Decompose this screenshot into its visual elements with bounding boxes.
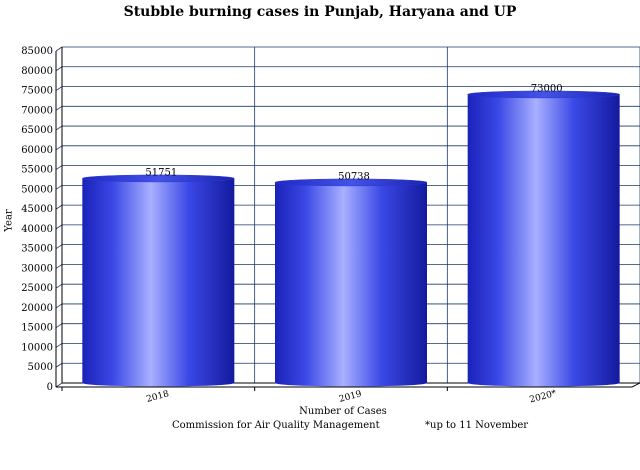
bar-base bbox=[467, 379, 620, 387]
y-tick-label: 85000 bbox=[21, 46, 53, 57]
gridline-depth-10000 bbox=[55, 343, 63, 348]
gridline-depth-70000 bbox=[55, 105, 63, 111]
y-tick-label: 55000 bbox=[21, 165, 53, 176]
y-tick-label: 0 bbox=[47, 382, 53, 393]
x-tick-label: 2018 bbox=[145, 389, 170, 405]
gridline-depth-65000 bbox=[55, 125, 63, 131]
y-tick-label: 15000 bbox=[21, 323, 53, 334]
bar-2019 bbox=[274, 178, 428, 387]
y-tick-label: 40000 bbox=[21, 224, 53, 235]
y-tick-label: 50000 bbox=[21, 184, 53, 195]
footnote: *up to 11 November bbox=[425, 420, 529, 431]
data-label-2019: 50738 bbox=[338, 171, 370, 182]
gridline-depth-45000 bbox=[55, 204, 63, 210]
y-tick-label: 10000 bbox=[21, 342, 53, 353]
gridline-depth-55000 bbox=[55, 165, 63, 170]
source-note: Commission for Air Quality Management bbox=[172, 420, 380, 431]
bar-body bbox=[467, 94, 620, 383]
y-tick-label: 65000 bbox=[21, 125, 53, 136]
bar-base bbox=[82, 379, 235, 387]
bar-base bbox=[275, 379, 427, 387]
y-tick-label: 70000 bbox=[21, 105, 53, 116]
gridline-depth-0 bbox=[55, 382, 63, 388]
y-tick-label: 45000 bbox=[21, 204, 53, 215]
data-label-2018: 51751 bbox=[145, 167, 177, 178]
gridline-depth-25000 bbox=[55, 283, 63, 289]
y-tick-label: 5000 bbox=[28, 362, 53, 373]
data-label-2020*: 73000 bbox=[531, 83, 563, 94]
x-axis-label: Number of Cases bbox=[299, 406, 387, 417]
gridline-depth-15000 bbox=[55, 323, 63, 329]
x-tick-label: 2019 bbox=[338, 389, 363, 405]
y-tick-label: 30000 bbox=[21, 263, 53, 274]
gridline-depth-20000 bbox=[55, 303, 63, 309]
bar-cap bbox=[274, 178, 428, 187]
y-tick-label: 60000 bbox=[21, 145, 53, 156]
y-tick-label: 80000 bbox=[21, 66, 53, 77]
bar-cap bbox=[467, 90, 620, 99]
gridline-depth-75000 bbox=[55, 86, 63, 91]
bar-2018 bbox=[82, 174, 235, 387]
gridline-depth-85000 bbox=[55, 46, 63, 52]
x-tick-label: 2020* bbox=[529, 389, 559, 406]
gridline-depth-60000 bbox=[55, 145, 63, 151]
gridline-depth-35000 bbox=[55, 244, 63, 249]
gridline-depth-30000 bbox=[55, 264, 63, 269]
chart-title: Stubble burning cases in Punjab, Haryana… bbox=[123, 4, 517, 20]
y-tick-label: 35000 bbox=[21, 244, 53, 255]
gridline-depth-80000 bbox=[55, 66, 63, 72]
y-tick-label: 25000 bbox=[21, 283, 53, 294]
gridline-depth-40000 bbox=[55, 224, 63, 230]
y-tick-label: 20000 bbox=[21, 303, 53, 314]
gridline-depth-5000 bbox=[55, 362, 63, 368]
gridline-depth-50000 bbox=[55, 185, 63, 190]
bar-cap bbox=[82, 174, 235, 183]
bar-body bbox=[275, 182, 427, 383]
x-axis-corner bbox=[631, 382, 640, 388]
y-tick-label: 75000 bbox=[21, 86, 53, 97]
bar-body bbox=[82, 178, 235, 383]
bar-2020* bbox=[467, 90, 620, 387]
